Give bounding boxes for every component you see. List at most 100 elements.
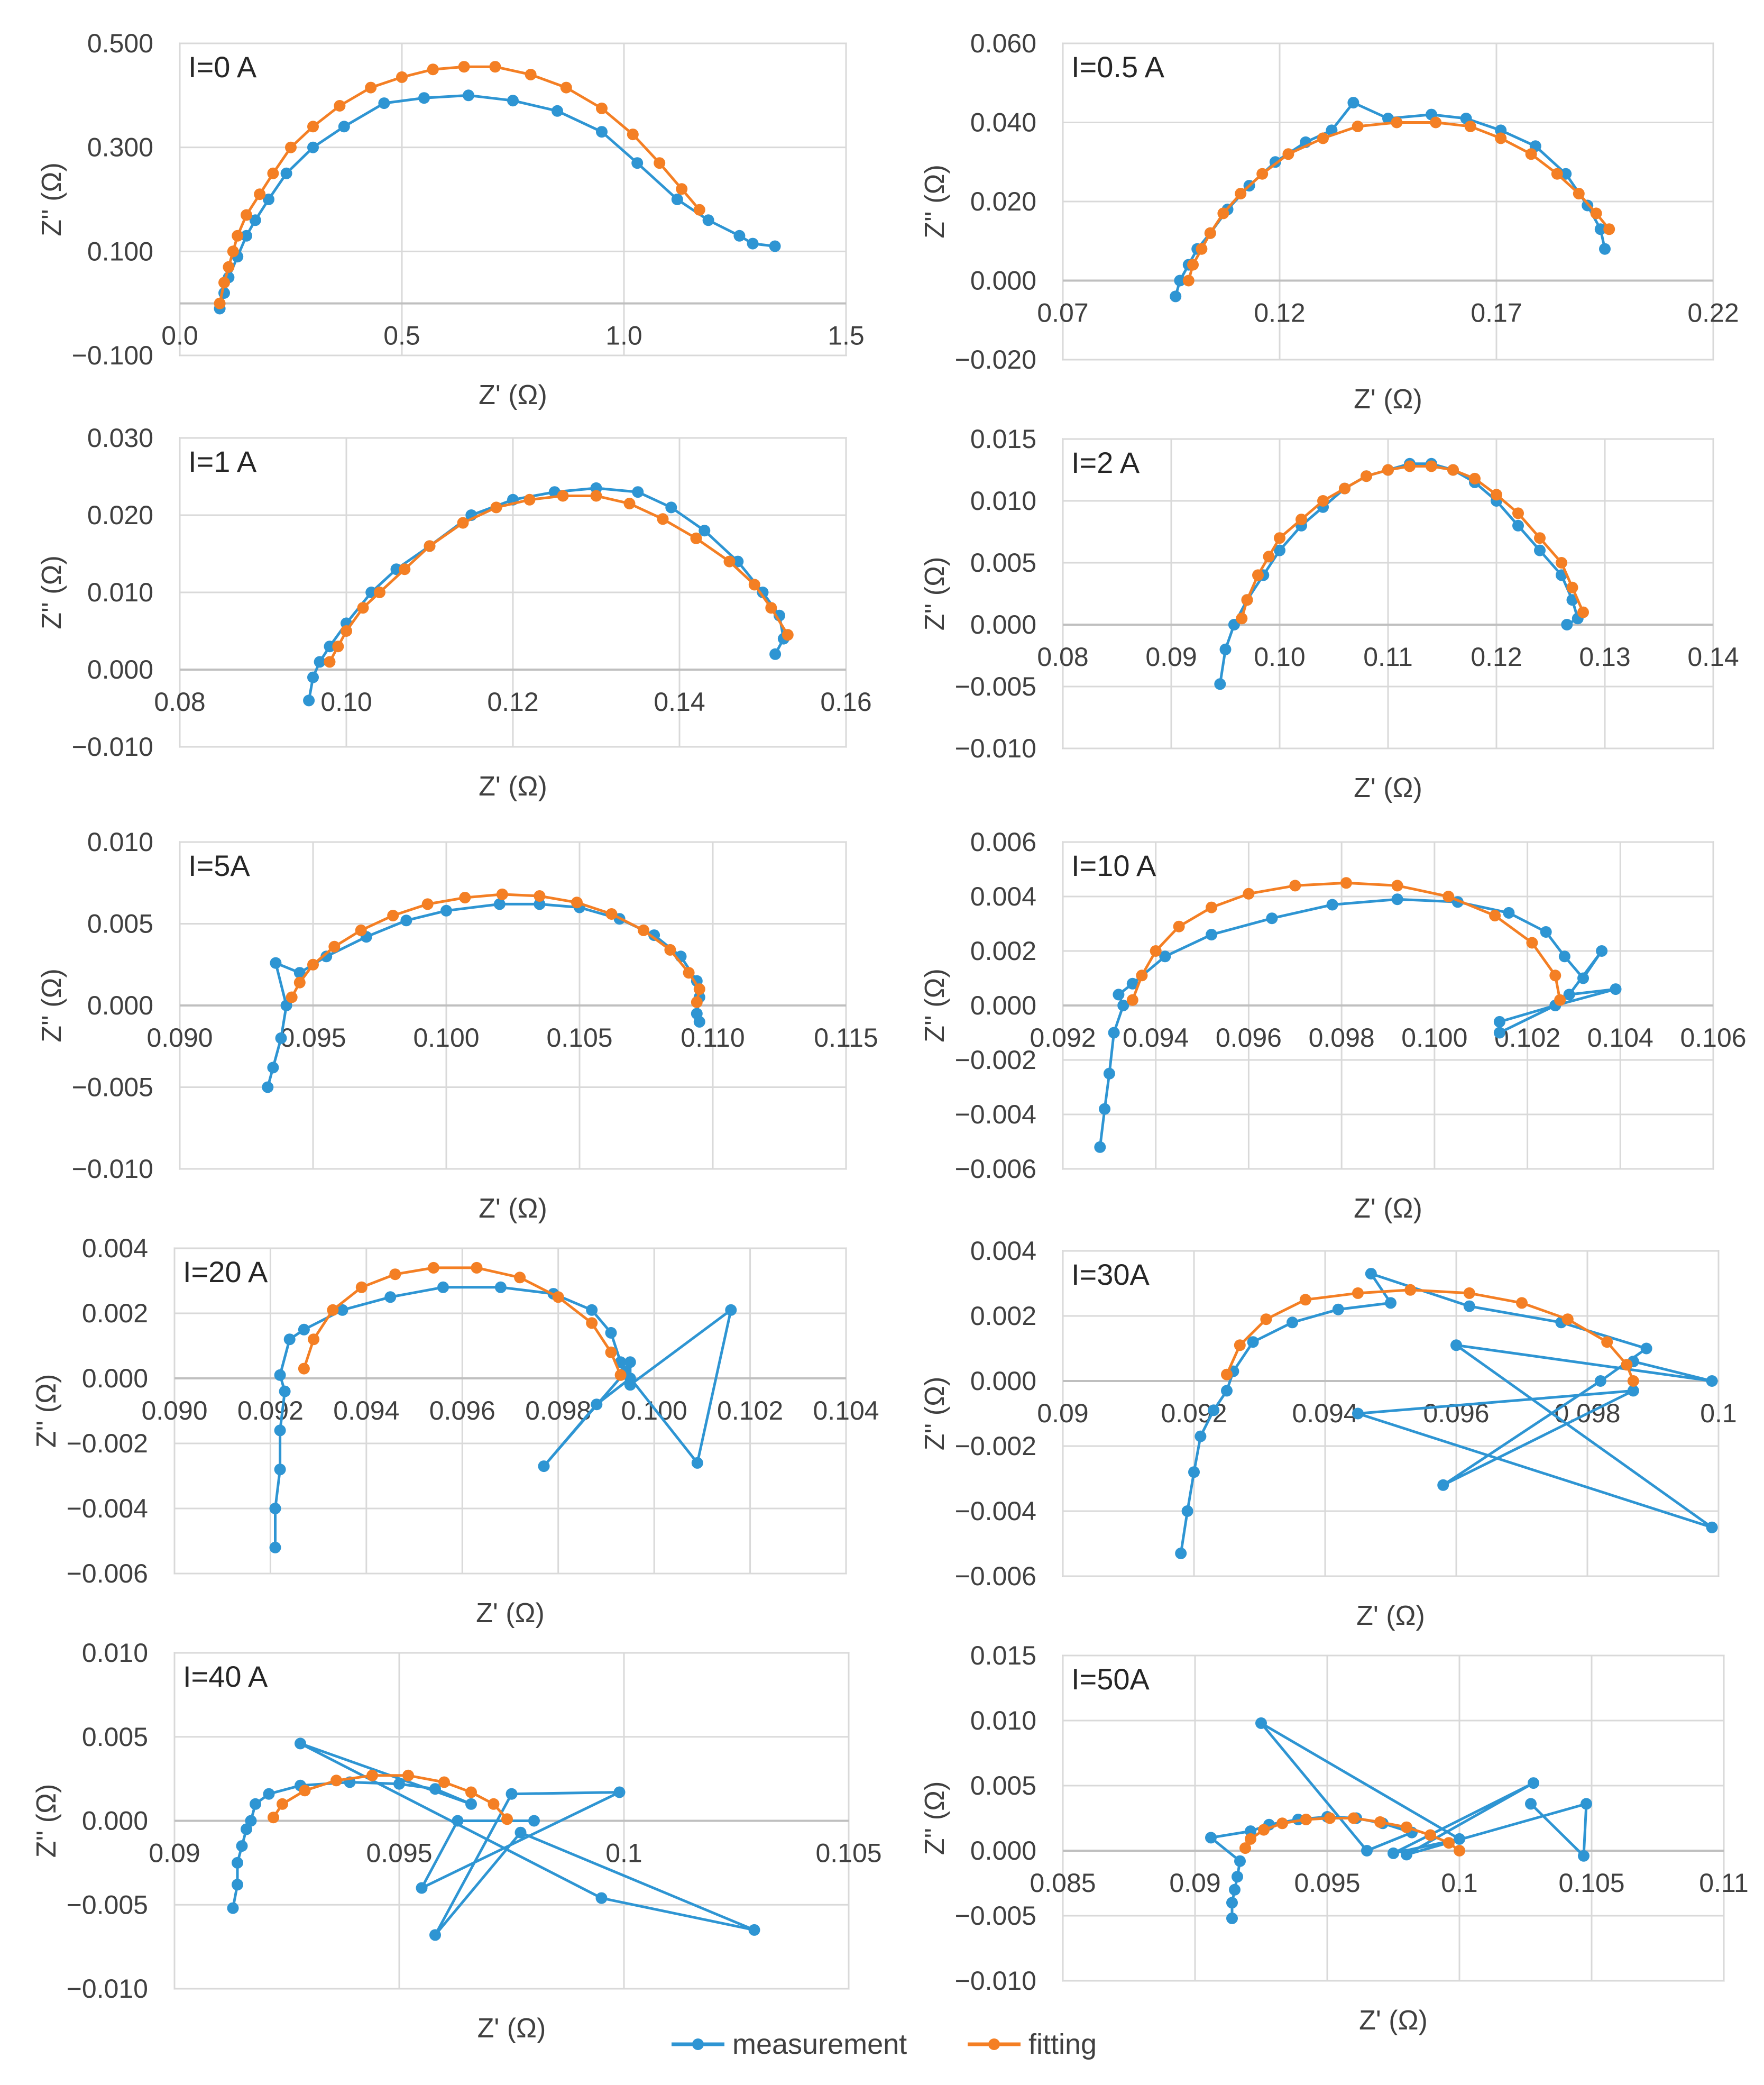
fitting-point — [254, 188, 266, 200]
series-fitting — [1182, 116, 1615, 287]
plot-area-frame — [179, 42, 847, 356]
y-axis-title: Z'' (Ω) — [31, 1374, 62, 1448]
x-tick-label: 0.14 — [654, 687, 705, 717]
fitting-point — [560, 81, 572, 94]
fitting-point — [1258, 1824, 1270, 1836]
fitting-point — [1361, 470, 1372, 482]
measurement-point — [1174, 275, 1186, 287]
measurement-point — [314, 656, 326, 668]
y-tick-label: 0.010 — [82, 1638, 148, 1668]
panel-title: I=50A — [1071, 1662, 1150, 1696]
measurement-point — [1352, 1407, 1364, 1420]
fitting-point — [1217, 207, 1229, 220]
measurement-point — [1401, 1849, 1412, 1861]
fitting-point — [355, 1281, 368, 1293]
x-tick-label: 0.1 — [1700, 1398, 1737, 1428]
x-tick-label: 0.110 — [681, 1023, 745, 1053]
measurement-point — [631, 157, 644, 169]
fitting-line — [328, 495, 789, 663]
measurement-point — [440, 904, 452, 917]
fitting-point — [458, 61, 470, 73]
fitting-point — [1276, 1817, 1288, 1830]
measurement-point — [1599, 243, 1611, 255]
measurement-point — [269, 1541, 281, 1553]
measurement-point — [293, 967, 306, 979]
measurement-point — [1385, 1297, 1397, 1309]
x-tick-label: 0.11 — [1699, 1868, 1749, 1898]
x-tick-label: 0.105 — [546, 1023, 612, 1053]
y-tick-label: −0.006 — [67, 1559, 148, 1588]
measurement-point — [769, 240, 781, 252]
measurement-point — [624, 1373, 636, 1384]
fitting-line — [302, 1266, 622, 1376]
measurement-point — [1525, 1798, 1537, 1810]
fitting-point — [1621, 1359, 1633, 1371]
measurement-point — [1706, 1521, 1718, 1533]
fitting-line — [272, 1774, 508, 1820]
measurement-point — [1195, 1430, 1207, 1442]
measurement-point — [429, 1929, 441, 1941]
measurement-point — [1578, 1850, 1590, 1862]
x-tick-label: 0.100 — [621, 1396, 687, 1425]
fitting-point — [590, 490, 602, 502]
series-measurement — [1205, 1717, 1592, 1924]
x-tick-label: 0.5 — [383, 321, 420, 351]
measurement-line — [266, 902, 701, 1088]
measurement-point — [693, 1016, 705, 1028]
fitting-point — [552, 1291, 564, 1303]
fitting-point — [365, 81, 377, 94]
measurement-point — [274, 1464, 286, 1476]
measurement-point — [1347, 97, 1359, 109]
fitting-point — [327, 1304, 339, 1316]
legend-measurement-marker — [692, 2038, 704, 2050]
fitting-point — [782, 629, 794, 641]
measurement-point — [1382, 113, 1394, 124]
y-tick-label: 0.300 — [87, 133, 153, 162]
measurement-point — [632, 486, 644, 498]
fitting-point — [1317, 495, 1329, 507]
x-tick-label: 0.22 — [1687, 298, 1739, 328]
x-tick-label: 0.106 — [1680, 1023, 1746, 1053]
fitting-point — [457, 517, 469, 529]
measurement-point — [1208, 1404, 1220, 1416]
series-fitting — [214, 61, 705, 309]
series-fitting — [298, 1261, 627, 1381]
measurement-point — [1206, 929, 1218, 941]
y-tick-label: −0.002 — [955, 1431, 1036, 1461]
measurement-point — [1188, 1466, 1200, 1478]
y-tick-label: −0.002 — [955, 1045, 1036, 1075]
panel-title: I=10 A — [1071, 849, 1156, 882]
x-tick-label: 0.12 — [487, 687, 538, 717]
measurement-point — [725, 1304, 737, 1316]
y-tick-label: 0.015 — [970, 424, 1036, 454]
fitting-point — [1573, 188, 1585, 200]
measurement-point — [1581, 1798, 1592, 1810]
x-tick-label: 0.092 — [1030, 1023, 1096, 1053]
measurement-point — [1640, 1342, 1652, 1355]
fitting-point — [427, 63, 439, 76]
measurement-point — [295, 1738, 306, 1750]
fitting-point — [765, 602, 777, 614]
measurement-point — [1706, 1375, 1718, 1387]
measurement-point — [1214, 678, 1226, 690]
panel-title: I=1 A — [188, 445, 257, 478]
fitting-point — [496, 888, 508, 900]
measurement-point — [1094, 1141, 1106, 1153]
fitting-point — [1348, 1812, 1359, 1824]
x-tick-label: 0.095 — [1294, 1868, 1360, 1898]
x-tick-label: 0.098 — [1309, 1023, 1375, 1053]
measurement-point — [232, 1857, 243, 1869]
measurement-point — [1247, 1336, 1259, 1348]
measurement-point — [1493, 1016, 1505, 1028]
fitting-point — [1317, 132, 1329, 144]
fitting-point — [1274, 532, 1285, 544]
y-tick-label: 0.002 — [970, 936, 1036, 966]
measurement-point — [384, 1291, 397, 1303]
measurement-point — [279, 1385, 291, 1397]
fitting-point — [1454, 1845, 1465, 1857]
y-tick-label: −0.010 — [72, 732, 153, 762]
fitting-point — [1566, 581, 1578, 593]
measurement-point — [1159, 950, 1171, 963]
x-axis-title: Z' (Ω) — [1354, 1193, 1422, 1224]
y-axis-title: Z'' (Ω) — [36, 555, 67, 629]
